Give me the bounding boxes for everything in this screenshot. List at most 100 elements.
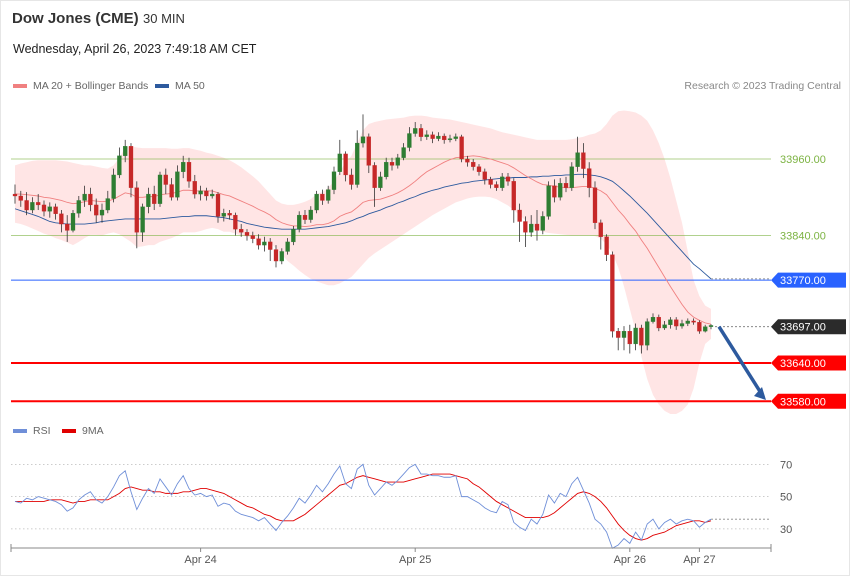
candle-body-14 — [94, 204, 99, 216]
candle-body-94 — [558, 183, 563, 198]
candle-body-83 — [494, 184, 499, 188]
candle-body-38 — [233, 214, 238, 230]
level-label-2: 33770.00 — [780, 275, 826, 287]
candle-body-85 — [505, 176, 511, 182]
candle-body-9 — [65, 223, 70, 231]
candle-body-95 — [563, 183, 569, 188]
candle-body-26 — [163, 174, 168, 185]
candle-body-69 — [413, 128, 418, 134]
candle-body-4 — [36, 202, 41, 206]
candle-body-86 — [511, 181, 516, 211]
candle-body-60 — [360, 136, 366, 144]
x-tick-label-2: Apr 26 — [614, 554, 646, 566]
candle-body-80 — [476, 166, 482, 172]
level-tag-3 — [771, 319, 846, 335]
candle-body-8 — [59, 213, 64, 225]
candle-body-49 — [297, 214, 302, 230]
candle-body-91 — [540, 216, 545, 231]
candle-body-15 — [99, 209, 105, 216]
candle-body-98 — [581, 152, 586, 169]
candle-body-79 — [471, 162, 476, 167]
candle-body-90 — [534, 223, 540, 231]
candle-body-119 — [703, 326, 708, 332]
candle-body-53 — [320, 193, 325, 201]
candle-body-37 — [227, 213, 232, 216]
candle-body-82 — [488, 179, 493, 185]
candle-body-58 — [349, 174, 354, 185]
candle-body-89 — [529, 223, 534, 233]
level-label-5: 33580.00 — [780, 396, 826, 408]
candle-body-51 — [308, 209, 313, 220]
ma9-swatch — [62, 429, 76, 433]
candle-body-108 — [639, 327, 644, 346]
candle-body-10 — [70, 213, 76, 231]
candle-body-42 — [256, 238, 261, 246]
rsi-ma9-line — [15, 473, 712, 541]
candle-body-30 — [186, 162, 192, 182]
candle-body-0 — [12, 193, 18, 197]
candle-body-71 — [424, 134, 429, 137]
candle-body-118 — [697, 322, 702, 332]
candle-body-77 — [459, 136, 464, 160]
candle-body-40 — [244, 232, 250, 236]
candle-body-1 — [18, 195, 23, 201]
candle-body-46 — [279, 251, 284, 262]
candle-body-78 — [465, 158, 470, 163]
candle-body-81 — [482, 171, 487, 180]
candle-body-115 — [679, 323, 685, 327]
candle-body-67 — [401, 147, 406, 158]
candle-body-66 — [395, 157, 400, 166]
candle-body-111 — [656, 316, 661, 329]
candle-body-73 — [436, 135, 441, 139]
candle-body-99 — [587, 168, 592, 188]
candle-body-13 — [88, 193, 93, 206]
x-tick-label-1: Apr 25 — [399, 554, 431, 566]
candle-body-70 — [418, 128, 424, 137]
candle-body-92 — [546, 185, 551, 217]
candle-body-3 — [30, 202, 35, 211]
candle-body-64 — [384, 162, 389, 178]
legend-ma9-label: 9MA — [82, 425, 104, 437]
legend-ma20: MA 20 + Bollinger Bands — [13, 80, 148, 92]
research-credit: Research © 2023 Trading Central — [684, 80, 841, 92]
level-tag-4 — [771, 355, 846, 371]
candle-body-105 — [621, 331, 627, 338]
candle-body-74 — [442, 135, 447, 141]
candle-body-101 — [598, 222, 603, 237]
legend-ma50-label: MA 50 — [175, 80, 205, 92]
candle-body-34 — [210, 193, 215, 197]
candle-body-93 — [552, 185, 557, 198]
candle-body-19 — [123, 146, 128, 156]
legend-rsi: RSI — [13, 425, 51, 437]
level-tag-2 — [771, 272, 846, 288]
candle-body-109 — [645, 321, 650, 346]
forecast-arrow-head — [754, 387, 766, 401]
candle-body-44 — [268, 241, 273, 250]
candle-body-36 — [221, 213, 226, 217]
candle-body-18 — [117, 155, 122, 176]
candle-body-102 — [604, 236, 609, 255]
candle-body-24 — [152, 193, 157, 204]
candle-body-23 — [146, 193, 151, 207]
ma50-swatch — [155, 84, 169, 88]
instrument-title: Dow Jones (CME) — [12, 10, 139, 27]
candle-body-45 — [273, 249, 279, 262]
candle-body-22 — [140, 206, 145, 233]
candle-body-113 — [668, 319, 673, 325]
candle-body-11 — [76, 200, 81, 214]
candle-body-110 — [650, 316, 656, 322]
candle-body-31 — [192, 181, 197, 195]
timeframe-label: 30 MIN — [143, 11, 185, 26]
candle-body-106 — [627, 331, 632, 345]
candle-body-35 — [215, 193, 221, 217]
report-datetime: Wednesday, April 26, 2023 7:49:18 AM CET — [13, 42, 257, 56]
candle-body-65 — [389, 162, 395, 166]
candle-body-52 — [314, 193, 319, 211]
level-label-4: 33640.00 — [780, 358, 826, 370]
x-tick-label-3: Apr 27 — [683, 554, 715, 566]
candle-body-76 — [453, 136, 458, 139]
candle-body-87 — [517, 209, 522, 222]
candle-body-7 — [53, 206, 58, 214]
candle-body-21 — [134, 187, 139, 233]
